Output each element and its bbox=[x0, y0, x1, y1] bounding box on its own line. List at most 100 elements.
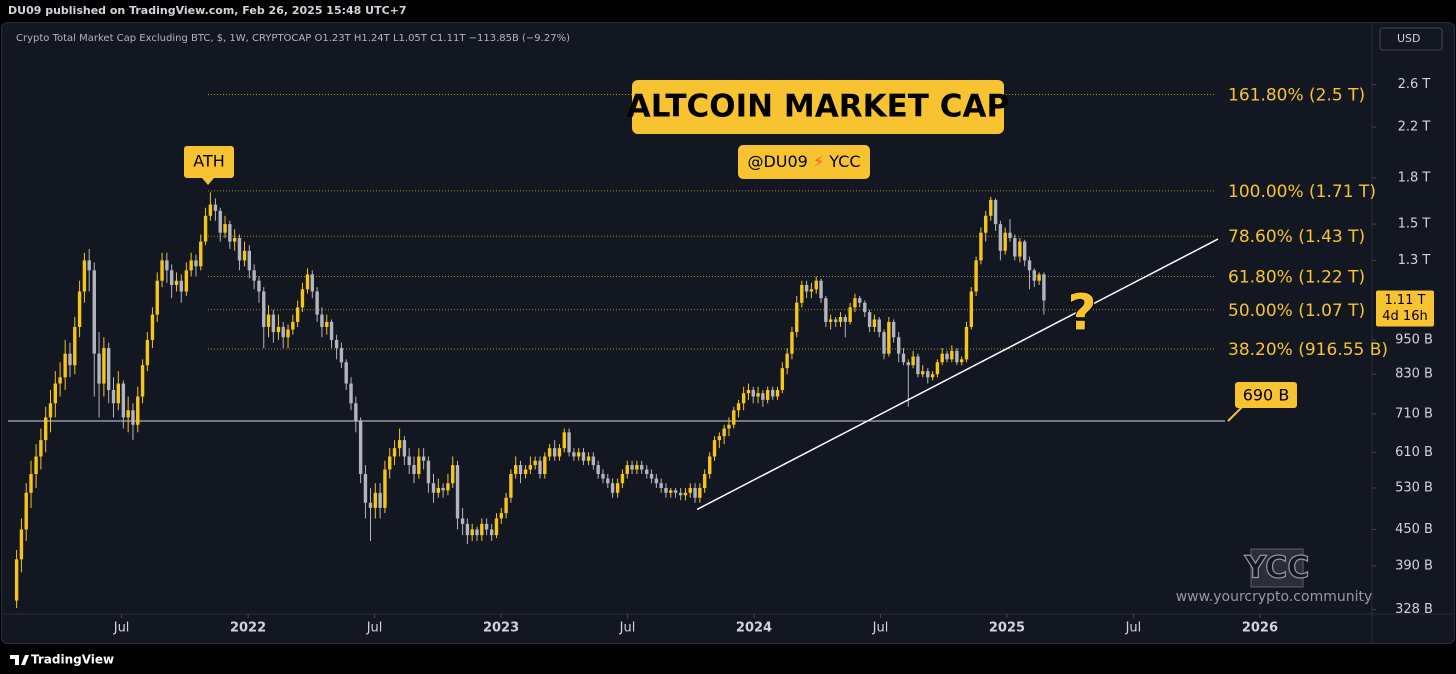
watermark-box bbox=[1250, 548, 1304, 588]
candle-body bbox=[979, 232, 983, 261]
fib-level-label: 100.00% (1.71 T) bbox=[1228, 182, 1376, 202]
candle-body bbox=[800, 284, 804, 303]
x-tick-label: 2023 bbox=[483, 621, 519, 636]
candle-body bbox=[121, 383, 126, 418]
candle-body bbox=[581, 452, 586, 461]
candle-body bbox=[708, 456, 712, 474]
candle-body bbox=[441, 487, 445, 491]
currency-label[interactable]: USD bbox=[1397, 32, 1421, 45]
candle-body bbox=[848, 307, 852, 322]
candle-body bbox=[131, 410, 135, 425]
y-tick-label: 450 B bbox=[1395, 522, 1433, 537]
candle-body bbox=[344, 362, 348, 384]
candle-body bbox=[169, 270, 174, 285]
candle-body bbox=[795, 302, 799, 333]
candle-body bbox=[887, 321, 891, 354]
candle-body bbox=[276, 326, 281, 333]
candle-body bbox=[645, 469, 649, 474]
footer: TradingView bbox=[10, 653, 114, 667]
candle-body bbox=[858, 298, 862, 303]
support-callout-pointer bbox=[1227, 406, 1243, 422]
x-tick-label: Jul bbox=[113, 621, 130, 636]
candle-body bbox=[480, 523, 484, 536]
candle-body bbox=[552, 448, 557, 457]
y-tick-label: 710 B bbox=[1395, 406, 1433, 421]
candle-body bbox=[417, 456, 421, 474]
currency-button[interactable] bbox=[1379, 27, 1443, 51]
candle-body bbox=[1027, 260, 1032, 271]
candle-body bbox=[683, 492, 688, 496]
candle-body bbox=[639, 465, 644, 470]
candle-body bbox=[329, 321, 334, 340]
y-tick-label: 2.2 T bbox=[1398, 119, 1431, 134]
candle-body bbox=[974, 260, 978, 292]
candle-body bbox=[882, 332, 886, 354]
subtitle-part: ⚡ bbox=[813, 152, 824, 171]
x-tick-label: 2022 bbox=[230, 621, 266, 636]
y-tick-label: 2.6 T bbox=[1398, 77, 1431, 92]
candle-body bbox=[354, 403, 358, 422]
candle-body bbox=[252, 270, 256, 281]
candle-body bbox=[673, 490, 678, 493]
candle-body bbox=[1013, 238, 1017, 257]
candle-body bbox=[557, 448, 562, 457]
candle-body bbox=[208, 204, 213, 216]
candle-body bbox=[518, 465, 523, 474]
candle-body bbox=[106, 348, 111, 390]
candle-body bbox=[426, 460, 431, 484]
question-mark: ? bbox=[1067, 284, 1096, 342]
candle-body bbox=[203, 215, 208, 242]
title-box bbox=[632, 80, 1004, 134]
ath-callout-box bbox=[184, 146, 234, 185]
candle-body bbox=[262, 291, 266, 327]
y-tick-label: 1.3 T bbox=[1398, 253, 1431, 268]
candle-body bbox=[838, 316, 843, 322]
candle-body bbox=[310, 274, 315, 292]
candle-body bbox=[940, 353, 944, 363]
candle-body bbox=[853, 298, 857, 308]
candle-body bbox=[722, 428, 726, 437]
candle-body bbox=[790, 332, 794, 354]
candle-body bbox=[896, 337, 901, 354]
candle-body bbox=[63, 353, 67, 378]
candle-body bbox=[989, 199, 993, 216]
candle-body bbox=[572, 452, 576, 457]
candle-body bbox=[489, 529, 494, 536]
candle-body bbox=[950, 350, 954, 360]
candle-body bbox=[591, 456, 596, 466]
candle-body bbox=[945, 353, 949, 360]
candle-body bbox=[702, 473, 707, 488]
footer-logo bbox=[10, 655, 29, 665]
subtitle: @DU09 ⚡ YCC bbox=[747, 152, 860, 171]
candle-body bbox=[494, 518, 499, 536]
fib-level-label: 161.80% (2.5 T) bbox=[1228, 86, 1365, 106]
candle-body bbox=[765, 389, 770, 400]
candle-body bbox=[877, 319, 881, 333]
candle-body bbox=[1042, 274, 1046, 301]
candle-body bbox=[732, 410, 736, 425]
candle-body bbox=[509, 473, 513, 498]
candle-body bbox=[819, 280, 823, 299]
fib-level-label: 50.00% (1.07 T) bbox=[1228, 301, 1365, 321]
candle-body bbox=[727, 424, 731, 429]
fib-level-label: 38.20% (916.55 B) bbox=[1228, 340, 1388, 360]
candle-body bbox=[746, 389, 751, 394]
candle-body bbox=[562, 432, 566, 449]
candle-body bbox=[1037, 274, 1041, 281]
candle-body bbox=[325, 321, 329, 327]
candle-body bbox=[504, 497, 508, 514]
candle-body bbox=[586, 456, 591, 461]
symbol-line: Crypto Total Market Cap Excluding BTC, $… bbox=[16, 33, 570, 44]
candle-body bbox=[615, 483, 620, 493]
candle-body bbox=[102, 348, 106, 384]
y-tick-label: 328 B bbox=[1395, 602, 1433, 617]
candle-body bbox=[891, 321, 896, 338]
candle-body bbox=[712, 440, 717, 457]
candle-body bbox=[295, 307, 300, 322]
candle-body bbox=[383, 469, 387, 508]
candle-body bbox=[451, 465, 455, 484]
candle-body bbox=[998, 224, 1003, 251]
subtitle-part: YCC bbox=[828, 152, 860, 171]
candle-body bbox=[218, 210, 222, 233]
